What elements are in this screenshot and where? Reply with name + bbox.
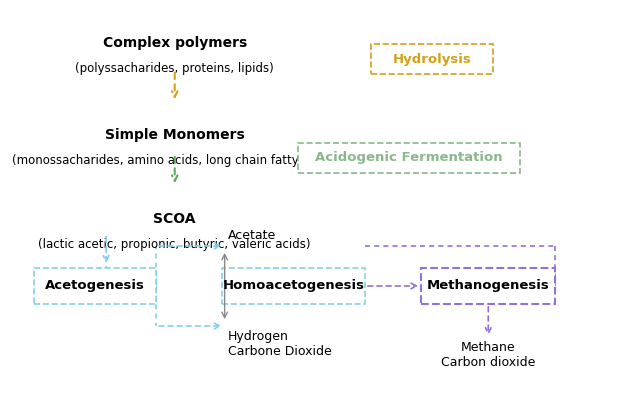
FancyBboxPatch shape	[222, 268, 365, 304]
Text: Acidogenic Fermentation: Acidogenic Fermentation	[315, 151, 503, 164]
Text: Acetogenesis: Acetogenesis	[45, 280, 145, 292]
Text: Acetate: Acetate	[228, 229, 276, 242]
Text: (polyssacharides, proteins, lipids): (polyssacharides, proteins, lipids)	[76, 62, 274, 75]
Text: Complex polymers: Complex polymers	[102, 36, 247, 50]
Text: SCOA: SCOA	[154, 212, 196, 226]
FancyBboxPatch shape	[371, 44, 493, 74]
Text: Methane
Carbon dioxide: Methane Carbon dioxide	[441, 341, 535, 369]
Text: Hydrolysis: Hydrolysis	[392, 52, 472, 66]
FancyBboxPatch shape	[34, 268, 156, 304]
Text: Hydrogen
Carbone Dioxide: Hydrogen Carbone Dioxide	[228, 330, 331, 358]
Text: (monossacharides, amino acids, long chain fatty acids): (monossacharides, amino acids, long chai…	[12, 154, 338, 167]
Text: Methanogenesis: Methanogenesis	[427, 280, 550, 292]
Text: Homoacetogenesis: Homoacetogenesis	[222, 280, 364, 292]
FancyBboxPatch shape	[421, 268, 555, 304]
Text: (lactic acetic, propionic, butyric, valeric acids): (lactic acetic, propionic, butyric, vale…	[39, 238, 311, 251]
Text: Simple Monomers: Simple Monomers	[105, 128, 245, 142]
FancyBboxPatch shape	[298, 143, 520, 173]
